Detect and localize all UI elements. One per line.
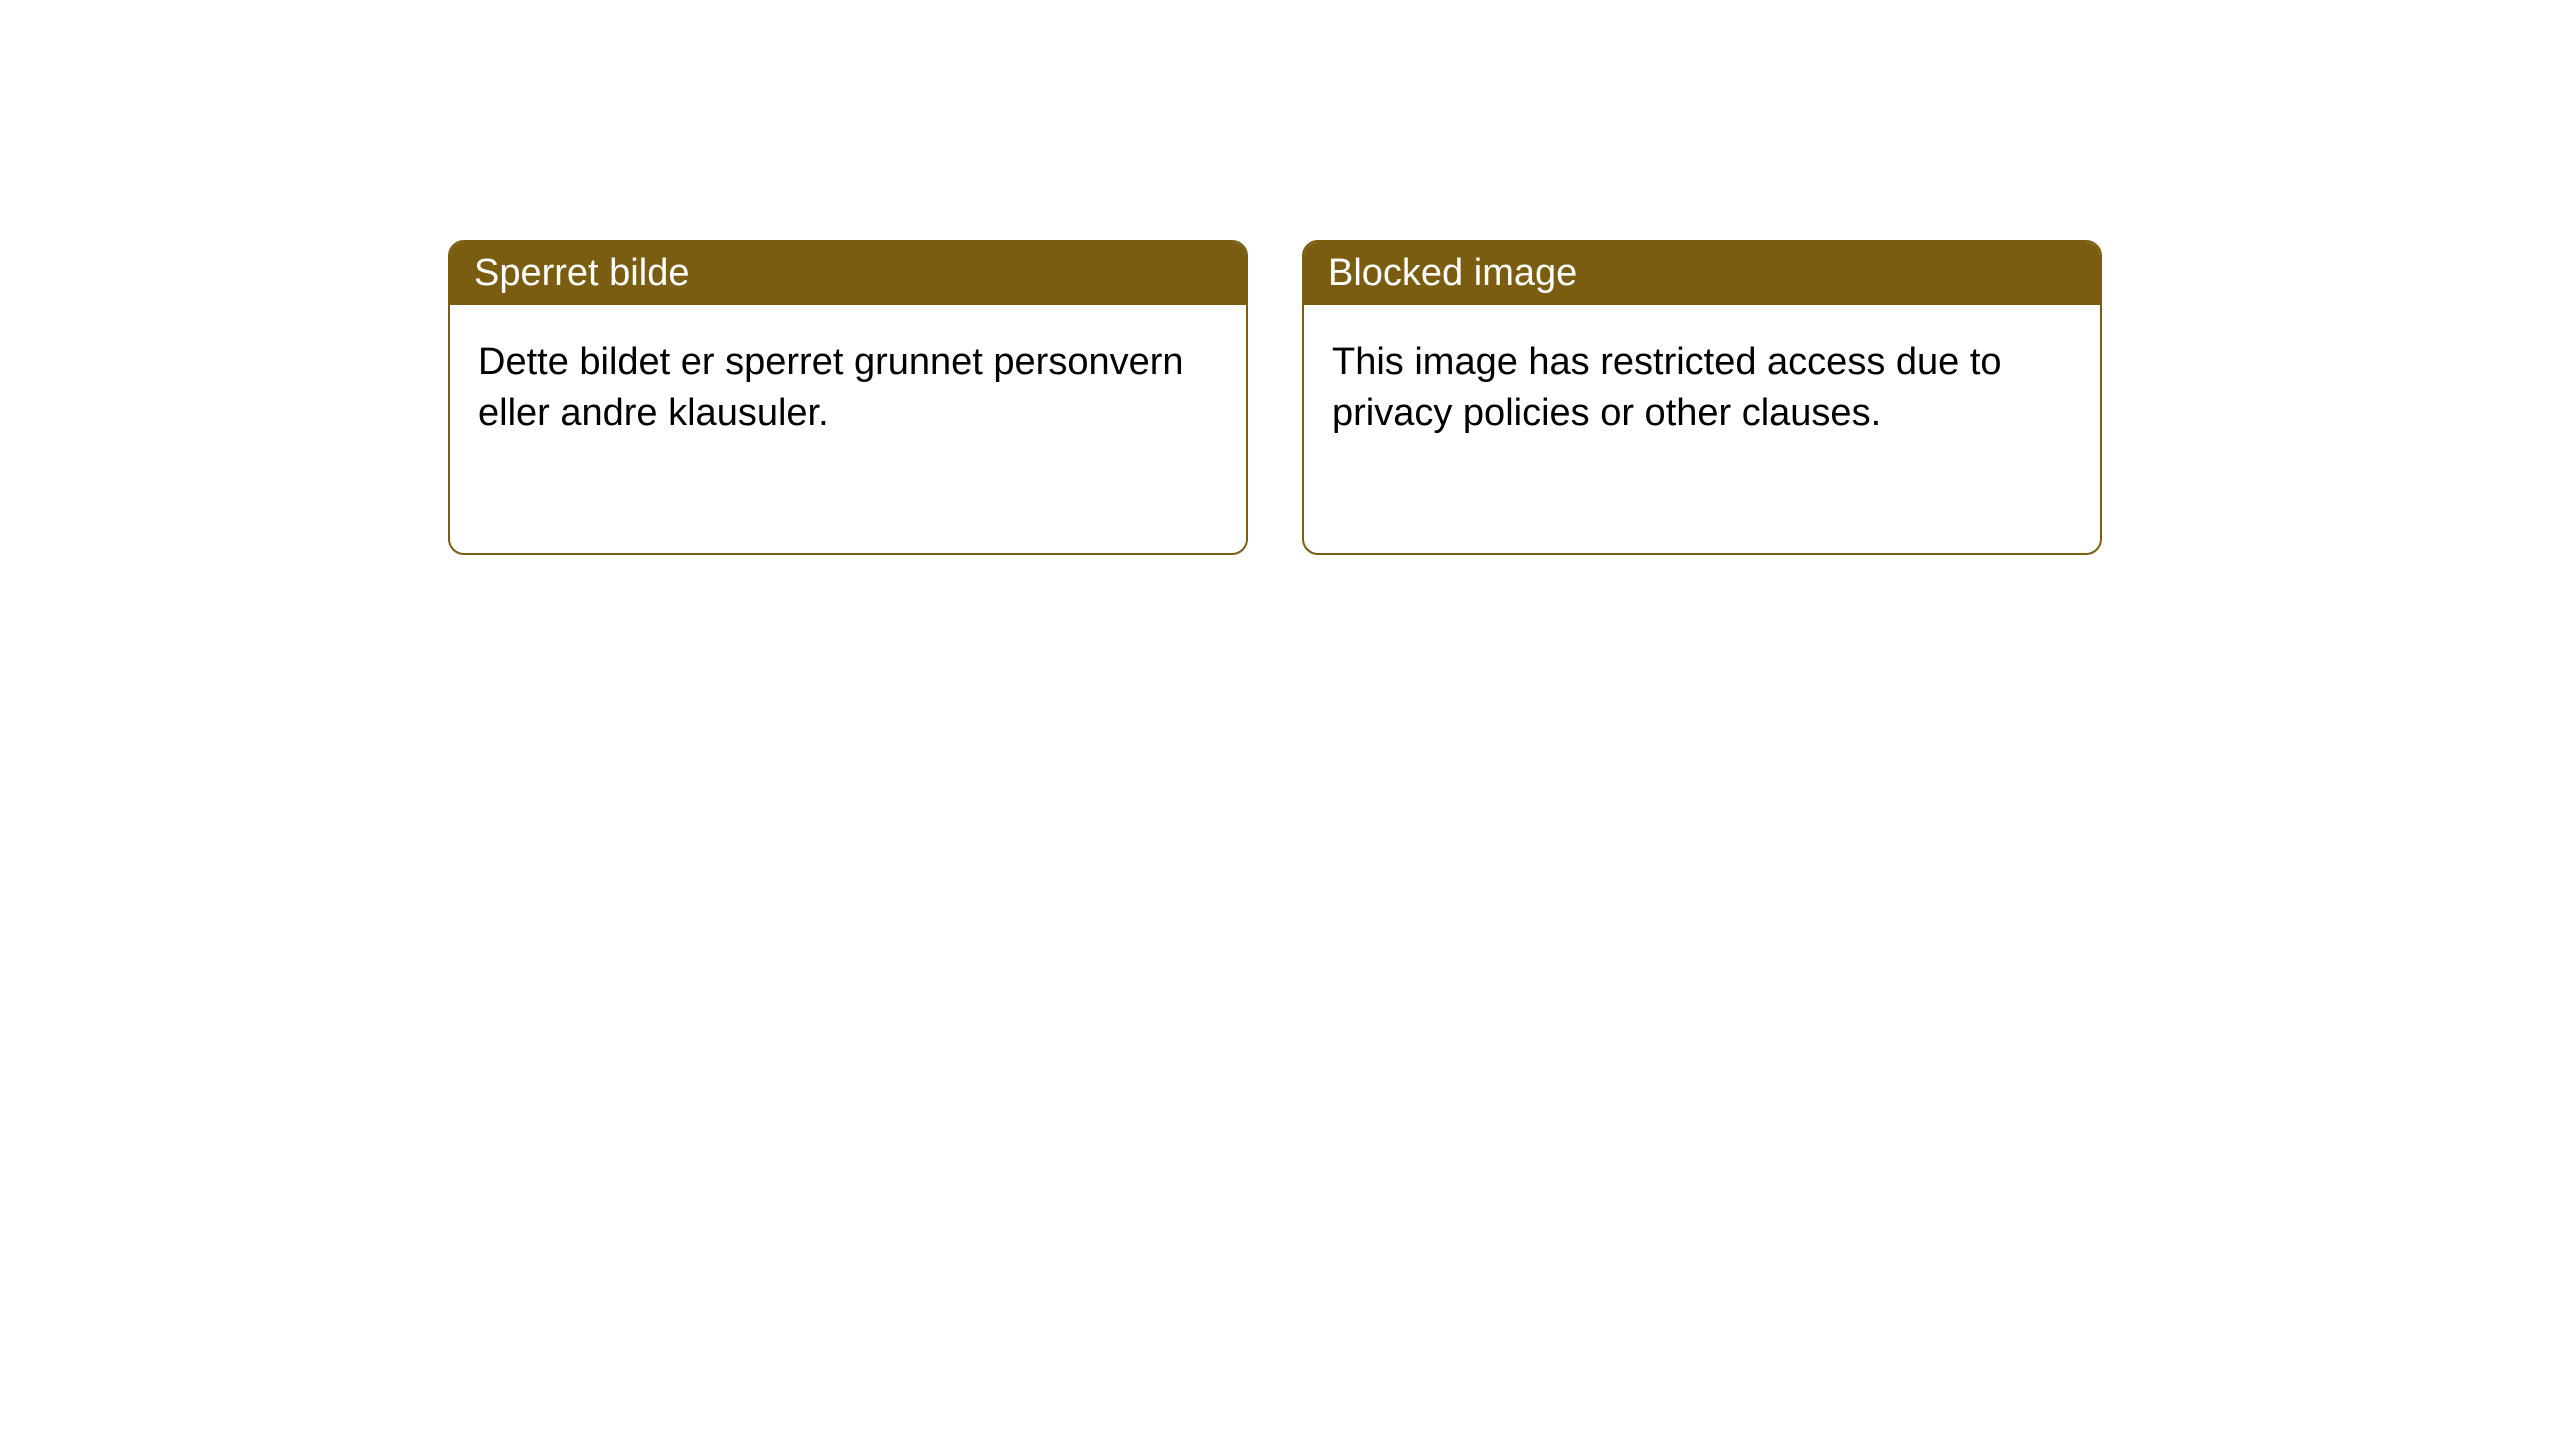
notice-header: Sperret bilde: [450, 242, 1246, 305]
notice-title: Blocked image: [1328, 252, 1577, 294]
notice-header: Blocked image: [1304, 242, 2100, 305]
notice-card-english: Blocked image This image has restricted …: [1302, 240, 2102, 555]
notice-body-text: Dette bildet er sperret grunnet personve…: [478, 341, 1184, 434]
notice-body: Dette bildet er sperret grunnet personve…: [450, 305, 1246, 553]
notice-container: Sperret bilde Dette bildet er sperret gr…: [0, 0, 2560, 555]
notice-body-text: This image has restricted access due to …: [1332, 341, 2002, 434]
notice-card-norwegian: Sperret bilde Dette bildet er sperret gr…: [448, 240, 1248, 555]
notice-body: This image has restricted access due to …: [1304, 305, 2100, 553]
notice-title: Sperret bilde: [474, 252, 689, 294]
